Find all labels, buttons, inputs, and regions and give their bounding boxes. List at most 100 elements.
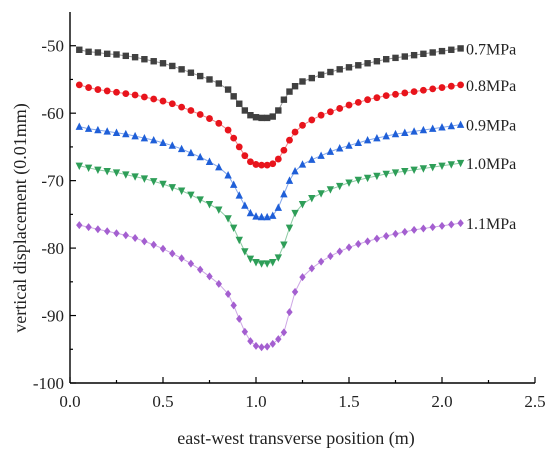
data-point bbox=[76, 221, 83, 230]
data-point bbox=[150, 135, 158, 144]
data-point bbox=[215, 279, 222, 288]
data-point bbox=[258, 161, 265, 169]
data-point bbox=[229, 180, 238, 188]
data-point bbox=[113, 229, 120, 238]
data-point bbox=[420, 50, 427, 58]
data-point bbox=[373, 58, 381, 65]
data-point bbox=[291, 209, 299, 218]
data-point bbox=[224, 126, 232, 134]
data-point bbox=[345, 179, 353, 187]
data-point bbox=[269, 259, 277, 267]
data-point bbox=[131, 53, 139, 61]
data-point bbox=[299, 273, 306, 282]
data-point bbox=[196, 111, 204, 118]
data-point bbox=[187, 107, 195, 114]
data-point bbox=[373, 133, 381, 142]
series-line bbox=[79, 162, 461, 265]
data-point bbox=[373, 94, 381, 102]
data-point bbox=[159, 60, 167, 67]
data-point bbox=[187, 259, 195, 268]
data-point bbox=[131, 131, 139, 140]
data-point bbox=[457, 81, 464, 89]
data-point bbox=[252, 341, 260, 350]
data-point bbox=[197, 72, 204, 80]
data-point bbox=[308, 194, 316, 203]
data-point bbox=[317, 190, 325, 198]
data-point bbox=[84, 164, 93, 173]
data-point bbox=[392, 90, 399, 98]
data-point bbox=[131, 233, 139, 242]
y-tick-label: -60 bbox=[41, 104, 64, 123]
series-marks bbox=[75, 45, 465, 352]
data-point bbox=[246, 255, 255, 264]
series-1.1MPa bbox=[76, 219, 464, 352]
series-0.8MPa bbox=[75, 81, 464, 169]
data-point bbox=[224, 171, 232, 179]
data-point bbox=[122, 90, 130, 98]
data-point bbox=[104, 227, 111, 236]
data-point bbox=[177, 187, 186, 195]
data-point bbox=[438, 84, 446, 91]
data-point bbox=[438, 221, 446, 230]
data-point bbox=[447, 82, 455, 90]
data-point bbox=[224, 289, 232, 298]
data-point bbox=[103, 167, 111, 176]
data-point bbox=[308, 74, 315, 82]
data-point bbox=[457, 219, 464, 228]
data-point bbox=[419, 125, 428, 134]
data-point bbox=[401, 227, 408, 236]
data-point bbox=[298, 160, 307, 168]
data-point bbox=[94, 125, 102, 134]
data-point bbox=[401, 53, 408, 60]
data-point bbox=[150, 240, 157, 249]
data-point bbox=[410, 127, 418, 135]
data-point bbox=[336, 182, 344, 191]
data-point bbox=[196, 196, 204, 204]
series-labels: 0.7MPa 0.8MPa 0.9MPa 1.0MPa 1.1MPa bbox=[466, 41, 516, 233]
data-point bbox=[354, 98, 362, 106]
x-tick-label: 0.5 bbox=[152, 392, 173, 411]
data-point bbox=[241, 327, 249, 336]
data-point bbox=[112, 128, 121, 136]
data-point bbox=[76, 46, 83, 53]
data-point bbox=[345, 64, 353, 71]
data-point bbox=[429, 85, 437, 93]
data-point bbox=[291, 128, 299, 136]
data-point bbox=[112, 169, 121, 177]
data-point bbox=[457, 45, 464, 52]
data-point bbox=[122, 231, 129, 240]
data-point bbox=[257, 212, 266, 221]
data-point bbox=[246, 208, 255, 217]
data-point bbox=[224, 86, 232, 93]
data-point bbox=[364, 60, 371, 67]
data-point bbox=[131, 173, 139, 181]
x-tick-label: 0.0 bbox=[59, 392, 80, 411]
data-point bbox=[263, 114, 271, 122]
data-point bbox=[263, 212, 271, 221]
series-label-0.9MPa: 0.9MPa bbox=[466, 118, 516, 135]
data-point bbox=[94, 86, 102, 93]
data-point bbox=[291, 166, 299, 175]
data-point bbox=[247, 112, 254, 119]
y-axis-title: vertical displacement (0.01mm) bbox=[10, 103, 31, 332]
data-point bbox=[447, 161, 455, 169]
data-point bbox=[429, 163, 437, 172]
data-point bbox=[159, 97, 167, 105]
data-point bbox=[438, 162, 446, 170]
data-point bbox=[230, 93, 237, 100]
series-label-1.1MPa: 1.1MPa bbox=[466, 216, 516, 233]
data-point bbox=[391, 169, 400, 177]
data-point bbox=[327, 252, 334, 261]
data-point bbox=[274, 254, 283, 262]
data-point bbox=[168, 141, 176, 149]
x-tick-label: 1.5 bbox=[338, 392, 359, 411]
data-point bbox=[420, 224, 427, 233]
data-point bbox=[187, 69, 195, 76]
data-point bbox=[159, 138, 167, 147]
data-point bbox=[291, 287, 299, 296]
data-point bbox=[274, 203, 283, 211]
data-point bbox=[103, 127, 111, 135]
data-point bbox=[401, 89, 409, 97]
data-point bbox=[269, 339, 276, 348]
